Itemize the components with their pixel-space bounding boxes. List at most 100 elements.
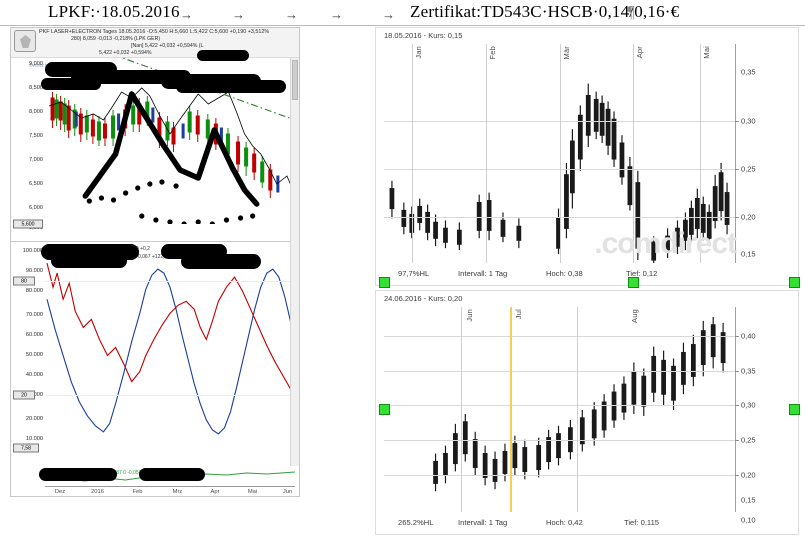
heading-left: LPKF:·18.05.2016: [48, 2, 180, 21]
redaction-blob: [39, 468, 117, 481]
y-tick: [735, 405, 739, 407]
percent-hl-value: 265.2%HL: [398, 518, 434, 527]
x-axis-label: Jun: [282, 489, 293, 495]
x-axis-label: Mrz: [172, 489, 183, 495]
price-plot-area: [45, 58, 295, 224]
indicator-y-label: 80.000: [25, 288, 43, 294]
grid-line: [384, 440, 735, 442]
x-axis-label: Apr: [210, 489, 220, 495]
y-axis-label: 0,15: [741, 495, 756, 505]
indicator-y-label: 60.000: [25, 332, 43, 338]
indicator-y-label: 100.000: [22, 248, 43, 254]
redaction-blob: [51, 254, 127, 268]
macd-panel: unt. Exponent 0,587 0 -0,058% Dez 2016 F…: [11, 468, 299, 496]
redaction-blob: [197, 50, 249, 61]
price-y-label: 8,000: [29, 109, 43, 115]
panel-divider: [11, 241, 299, 242]
high-value: Hoch: 0,42: [546, 518, 583, 527]
resize-handle-bottom-center[interactable]: [628, 277, 639, 288]
indicator-y-label: 70.000: [25, 312, 43, 318]
y-axis-label: 0,35: [741, 67, 756, 77]
grid-line: [384, 335, 735, 337]
tab-mark-icon: →: [285, 7, 298, 22]
x-axis-label: Mai: [247, 489, 258, 495]
left-chart-scrollbar[interactable]: [290, 58, 299, 466]
month-label: Jan: [414, 46, 424, 59]
quote-line-1: PKF LASER+ELECTRON Tages 18.05.2016 -O:5…: [39, 29, 270, 35]
resize-handle-middle-left[interactable]: [379, 404, 390, 415]
month-label: Apr: [635, 46, 645, 59]
percent-hl-value: 97,7%HL: [398, 269, 430, 278]
month-separator: [559, 44, 561, 263]
top-chart-plot: Jan Feb Mär Apr Mai: [384, 44, 756, 263]
month-label: Feb: [487, 46, 497, 60]
date-cursor-line[interactable]: [510, 307, 513, 512]
low-value: Tief: 0,12: [626, 269, 658, 278]
rsi-level-tag-lower: 20: [13, 390, 35, 400]
y-axis-label: 0,25: [741, 164, 756, 174]
price-y-label: 8,500: [29, 85, 43, 91]
bottom-chart-candlesticks: [433, 316, 726, 492]
y-axis-label: 0,25: [741, 435, 756, 445]
month-separator: [633, 44, 635, 263]
y-axis-label: 0,30: [741, 400, 756, 410]
left-chart-screenshot[interactable]: PKF LASER+ELECTRON Tages 18.05.2016 -O:5…: [10, 27, 300, 497]
redaction-blob: [176, 80, 286, 93]
y-tick: [735, 335, 739, 337]
resize-handle-bottom-left[interactable]: [379, 277, 390, 288]
price-candlesticks: [48, 58, 295, 224]
month-label: Mär: [561, 46, 571, 60]
price-y-label: 7,500: [29, 133, 43, 139]
indicator-y-label: 40.000: [25, 372, 43, 378]
rsi-level-tag-upper: 80: [13, 276, 35, 286]
price-panel: 9,000 8,500 8,000 7,500 7,000 6,500 6,00…: [11, 58, 299, 236]
scrollbar-thumb[interactable]: [292, 60, 298, 100]
quote-line-4: 5,422 +0,032 +0,594%: [99, 50, 152, 56]
tab-mark-icon: →: [330, 7, 343, 22]
comdirect-watermark: .comdirect: [594, 227, 737, 260]
rsi-current-tag: 7,58: [13, 443, 39, 453]
indicator-plot-area: [45, 243, 295, 456]
left-chart-quote-bar: PKF LASER+ELECTRON Tages 18.05.2016 -O:5…: [11, 28, 299, 58]
left-chart-x-axis: Dez 2016 Feb Mrz Apr Mai Jun: [45, 486, 295, 496]
month-label: Aug: [629, 309, 639, 323]
month-separator: [485, 44, 487, 263]
redaction-blob: [139, 468, 205, 481]
y-axis-label: 0,20: [741, 470, 756, 480]
grid-line: [384, 405, 735, 407]
indicator-y-label: 10.000: [25, 436, 43, 442]
heading-right: Zertifikat:TD543C·HSCB·0,14/0,16·€: [410, 2, 680, 21]
indicator-curves: [46, 262, 292, 435]
bottom-chart-status-bar: 265.2%HL Intervall: 1 Tag Hoch: 0,42 Tie…: [376, 514, 798, 534]
redaction-blob: [181, 254, 261, 269]
document-heading-row: LPKF:·18.05.2016 → → → → → Zertifikat:TD…: [0, 0, 805, 26]
tab-mark-icon: →: [232, 7, 245, 22]
bottom-right-chart-screenshot[interactable]: 24.06.2016 - Kurs: 0,20 Jun Jul Aug: [375, 290, 799, 535]
current-price-tag: 5,600: [13, 219, 43, 229]
month-separator: [461, 307, 463, 512]
bottom-chart-caption: 24.06.2016 - Kurs: 0,20: [384, 294, 463, 303]
top-right-chart-screenshot[interactable]: 18.05.2016 - Kurs: 0,15 Jan Feb Mär Apr …: [375, 27, 799, 286]
indicator-y-label: 50.000: [25, 352, 43, 358]
y-tick: [735, 475, 739, 477]
resize-handle-bottom-right[interactable]: [789, 277, 800, 288]
resize-handle-middle-right[interactable]: [789, 404, 800, 415]
price-y-label: 6,000: [29, 205, 43, 211]
y-axis-label: 0,10: [741, 515, 756, 525]
y-tick: [735, 217, 739, 218]
indicator-panel: 100.000 90.000 80.000 70.000 60.000 50.0…: [11, 243, 299, 468]
month-label: Jun: [464, 309, 474, 322]
price-y-label: 7,000: [29, 157, 43, 163]
month-separator: [699, 44, 701, 263]
low-value: Tief: 0,115: [624, 518, 660, 527]
x-axis-label: Dez: [54, 489, 66, 495]
x-axis-label: Feb: [132, 489, 143, 495]
high-value: Hoch: 0,38: [546, 269, 583, 278]
y-axis-label: 0,20: [741, 212, 756, 222]
x-axis-label: 2016: [91, 489, 104, 495]
price-y-label: 9,000: [29, 61, 43, 67]
y-axis-label: 0,15: [741, 249, 756, 259]
month-separator: [412, 44, 414, 263]
bottom-chart-plot: Jun Jul Aug: [384, 307, 756, 525]
